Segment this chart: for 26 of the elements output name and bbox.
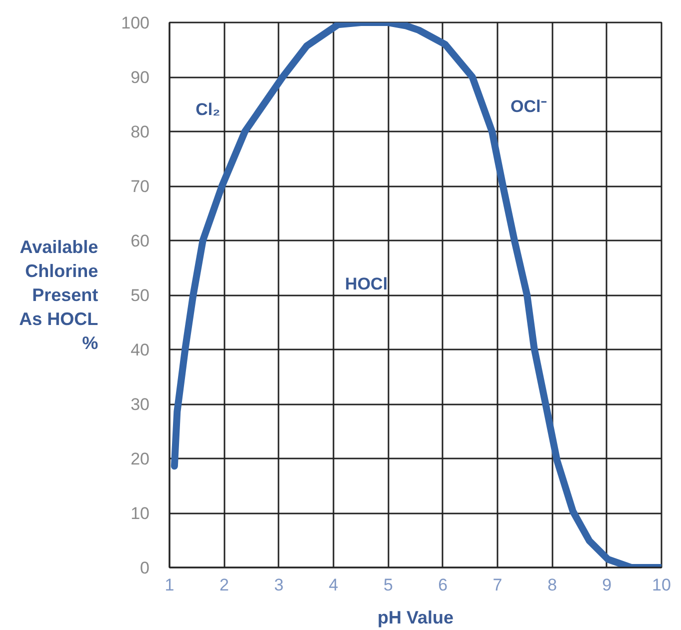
x-tick-label: 5 xyxy=(383,576,393,594)
y-tick-label: 0 xyxy=(140,558,150,578)
y-tick-label: 10 xyxy=(130,504,150,523)
x-tick-label: 3 xyxy=(274,576,284,594)
annotation: OCl⁻ xyxy=(510,96,547,116)
x-tick-label: 9 xyxy=(602,576,612,594)
annotation: HOCl xyxy=(345,274,388,294)
x-tick-label: 2 xyxy=(219,576,229,594)
y-tick-label: 50 xyxy=(130,286,150,305)
y-tick-label: 90 xyxy=(130,68,150,87)
x-tick-label: 6 xyxy=(438,576,448,594)
y-tick-label: 80 xyxy=(130,122,150,142)
x-tick-label: 8 xyxy=(547,576,557,594)
y-tick-label: 70 xyxy=(130,177,150,196)
y-axis-title: Available Chlorine Present As HOCL % xyxy=(19,237,98,353)
y-tick-label: 100 xyxy=(121,14,150,32)
y-tick-label: 40 xyxy=(130,340,150,360)
annotation: Cl₂ xyxy=(196,100,220,120)
x-tick-label: 10 xyxy=(652,576,671,594)
x-axis-title: pH Value xyxy=(377,608,454,628)
x-tick-label: 4 xyxy=(328,576,338,594)
y-tick-label: 30 xyxy=(130,395,150,414)
x-tick-label: 7 xyxy=(492,576,502,594)
y-tick-label: 20 xyxy=(130,450,150,468)
x-tick-label: 1 xyxy=(164,576,174,594)
y-tick-label: 60 xyxy=(130,232,150,250)
